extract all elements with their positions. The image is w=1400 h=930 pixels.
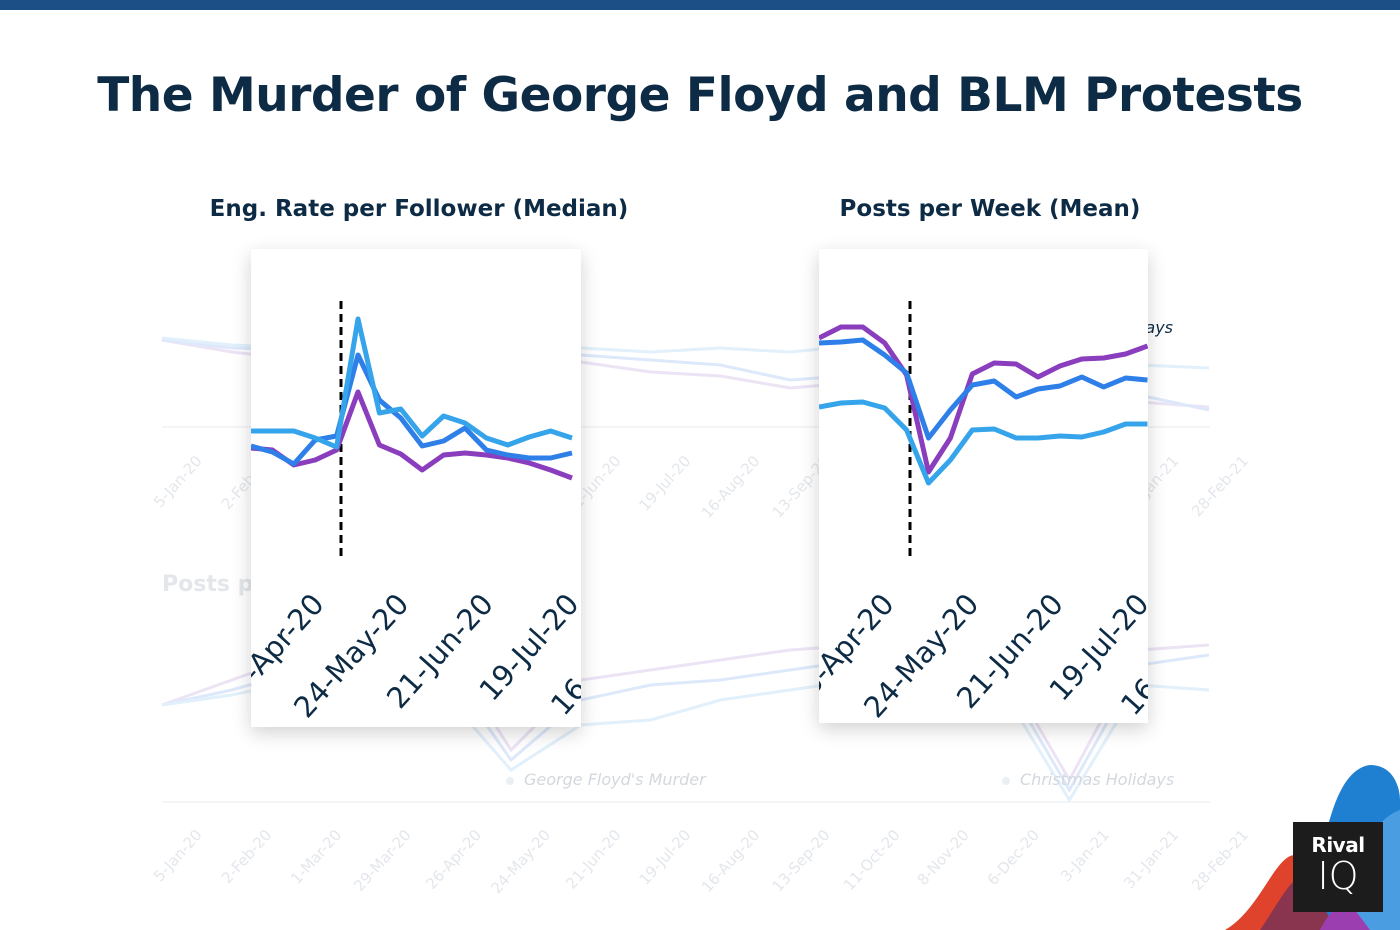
chart-title-posts: Posts per Week (Mean) [839, 196, 1141, 222]
rival-iq-logo: Rival IQ [1293, 822, 1383, 912]
logo-text-iq: IQ [1317, 854, 1359, 898]
event-label-christmas: Christmas Holidays [1002, 770, 1174, 789]
top-bar [0, 0, 1400, 10]
event-dot [1002, 776, 1010, 785]
series-line-3 [819, 399, 1148, 486]
posts-zoom-panel: 26-Apr-20 24-May-20 21-Jun-20 19-Jul-20 16-A… [819, 249, 1148, 723]
logo-text-rival: Rival [1311, 833, 1365, 857]
event-text: Christmas Holidays [1020, 770, 1175, 789]
posts-chart [819, 301, 1148, 557]
series-line-2 [819, 337, 1148, 441]
page-title: The Murder of George Floyd and BLM Prote… [97, 68, 1303, 123]
event-dot [506, 776, 514, 785]
engagement-zoom-panel: 26-Apr-20 24-May-20 21-Jun-20 19-Jul-20 16-A… [251, 249, 581, 727]
engagement-chart [251, 301, 573, 557]
series-line-1 [251, 389, 573, 481]
series-line-2 [251, 352, 573, 467]
series-line-3 [251, 316, 573, 450]
event-label-george-floyd: George Floyd's Murder [506, 770, 706, 789]
series-line-1 [819, 324, 1148, 475]
chart-title-engagement: Eng. Rate per Follower (Median) [209, 196, 629, 222]
event-text: George Floyd's Murder [524, 770, 706, 789]
